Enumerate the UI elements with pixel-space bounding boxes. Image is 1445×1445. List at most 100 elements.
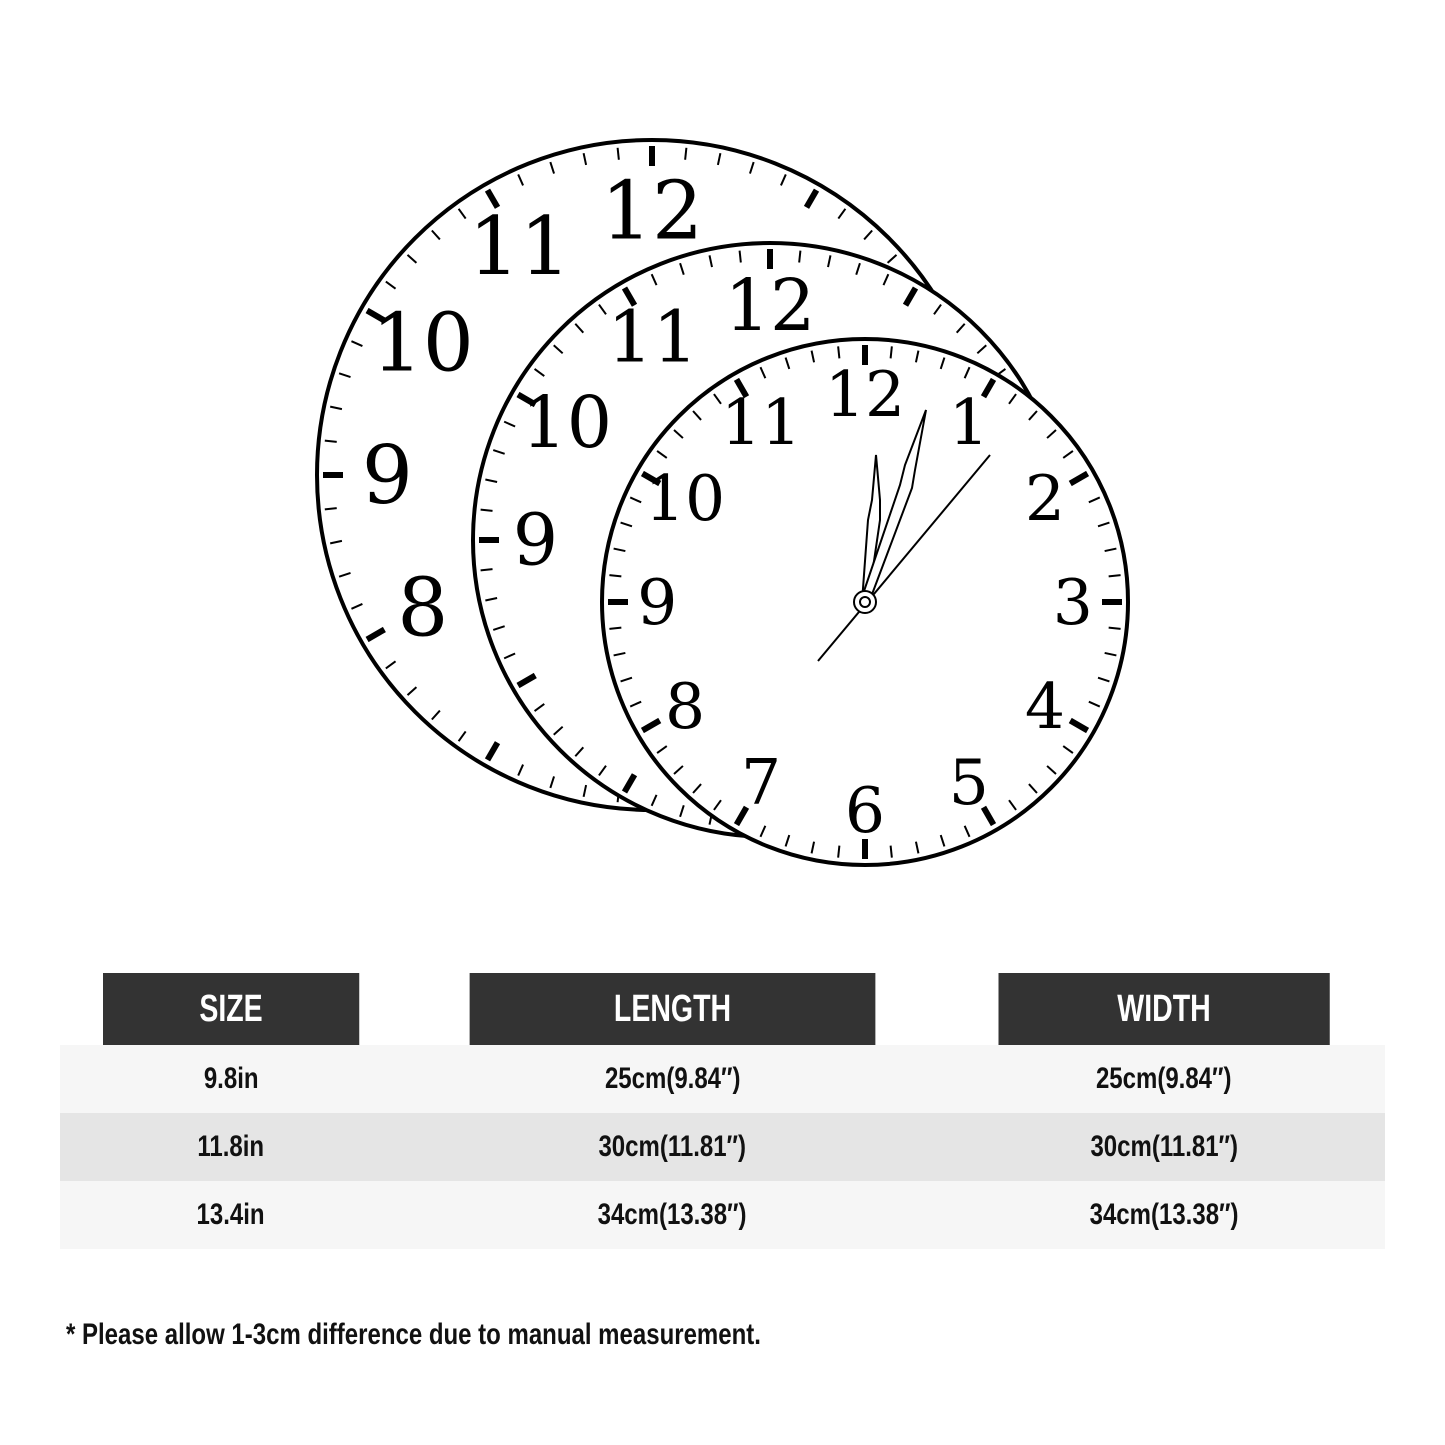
clock-numeral: 9 (637, 565, 677, 639)
minute-tick (656, 745, 668, 754)
minute-tick (1108, 574, 1121, 578)
clock-numeral: 1 (949, 385, 989, 459)
minute-tick (582, 152, 588, 166)
size-cell: 9.8in (203, 1062, 259, 1095)
minute-tick (553, 725, 564, 736)
header-length: LENGTH (469, 973, 876, 1045)
table-header-row: SIZE LENGTH WIDTH (60, 973, 1385, 1045)
minute-tick (784, 834, 791, 847)
minute-tick (810, 350, 816, 363)
hour-tick (803, 188, 820, 209)
clock-numeral: 10 (521, 381, 612, 464)
minute-tick (324, 439, 337, 443)
hour-tick (640, 717, 662, 734)
clock-numeral: 12 (725, 264, 816, 347)
hour-tick (733, 805, 750, 827)
length-cell: 25cm(9.84″) (604, 1062, 741, 1095)
clock-numeral: 11 (721, 385, 801, 459)
size-cell: 13.4in (196, 1198, 266, 1231)
minute-tick (517, 174, 524, 186)
hour-tick (621, 286, 638, 307)
minute-tick (827, 255, 832, 268)
clock-numeral: 4 (1025, 669, 1065, 743)
minute-tick (533, 368, 545, 377)
minute-tick (933, 303, 942, 315)
minute-hand (860, 409, 927, 608)
minute-tick (574, 746, 585, 757)
minute-tick (351, 603, 363, 610)
minute-tick (492, 449, 505, 455)
hand-hub-inner (859, 596, 871, 608)
minute-tick (708, 255, 713, 268)
minute-tick (650, 273, 658, 286)
measurement-note: * Please allow 1-3cm difference due to m… (66, 1318, 761, 1351)
minute-tick (533, 703, 545, 712)
minute-tick (338, 372, 351, 378)
minute-tick (609, 626, 622, 630)
minute-tick (939, 834, 946, 847)
minute-tick (939, 357, 946, 370)
size-table: SIZE LENGTH WIDTH 9.8in 25cm(9.84″) 25cm… (60, 973, 1385, 1249)
hour-tick (1068, 717, 1090, 734)
minute-tick (385, 280, 397, 290)
minute-tick (620, 521, 633, 528)
minute-tick (613, 651, 626, 657)
hour-tick (980, 377, 997, 399)
minute-tick (324, 507, 337, 511)
hour-tick (516, 672, 537, 689)
width-cell: 34cm(13.38″) (1089, 1198, 1239, 1231)
hour-tick (484, 741, 501, 762)
minute-tick (749, 161, 755, 174)
minute-tick (656, 450, 668, 459)
minute-tick (329, 539, 343, 545)
minute-tick (882, 273, 890, 286)
minute-tick (679, 805, 685, 818)
minute-tick (485, 597, 498, 602)
minute-tick (582, 784, 588, 798)
minute-tick (598, 303, 607, 315)
second-hand (817, 454, 991, 662)
minute-tick (338, 572, 351, 578)
minute-tick (480, 508, 493, 512)
minute-tick (963, 825, 971, 838)
minute-tick (620, 676, 633, 683)
minute-tick (1028, 410, 1038, 421)
minute-tick (963, 366, 971, 379)
hour-tick (640, 470, 662, 487)
minute-tick (613, 547, 626, 553)
minute-tick (1062, 450, 1074, 459)
minute-tick (692, 410, 702, 421)
minute-tick (914, 350, 920, 363)
minute-tick (574, 323, 585, 334)
clock-numeral: 9 (513, 499, 558, 582)
minute-tick (1062, 745, 1074, 754)
minute-tick (1028, 783, 1038, 794)
minute-tick (431, 709, 441, 721)
minute-tick (889, 845, 893, 858)
minute-tick (1108, 626, 1121, 630)
length-cell: 30cm(11.81″) (598, 1130, 747, 1163)
clock-numeral: 8 (665, 669, 705, 743)
hour-tick (902, 286, 919, 307)
hour-tick (1068, 470, 1090, 487)
minute-tick (784, 357, 791, 370)
minute-tick (517, 764, 524, 776)
minute-tick (692, 783, 702, 794)
minute-tick (759, 825, 767, 838)
hour-tick (484, 188, 501, 209)
width-cell: 30cm(11.81″) (1090, 1130, 1238, 1163)
minute-tick (684, 147, 688, 160)
minute-tick (673, 765, 684, 775)
minute-tick (457, 208, 467, 220)
minute-tick (549, 776, 555, 789)
table-row: 9.8in 25cm(9.84″) 25cm(9.84″) (60, 1045, 1385, 1113)
clock-numeral: 9 (362, 428, 413, 522)
minute-tick (503, 652, 516, 660)
width-cell: 25cm(9.84″) (1096, 1062, 1232, 1095)
clock-numeral: 11 (607, 295, 698, 378)
size-cell: 11.8in (197, 1130, 265, 1163)
minute-tick (1046, 765, 1057, 775)
table-row: 11.8in 30cm(11.81″) 30cm(11.81″) (60, 1113, 1385, 1181)
hour-tick (621, 773, 638, 794)
minute-tick (673, 429, 684, 439)
